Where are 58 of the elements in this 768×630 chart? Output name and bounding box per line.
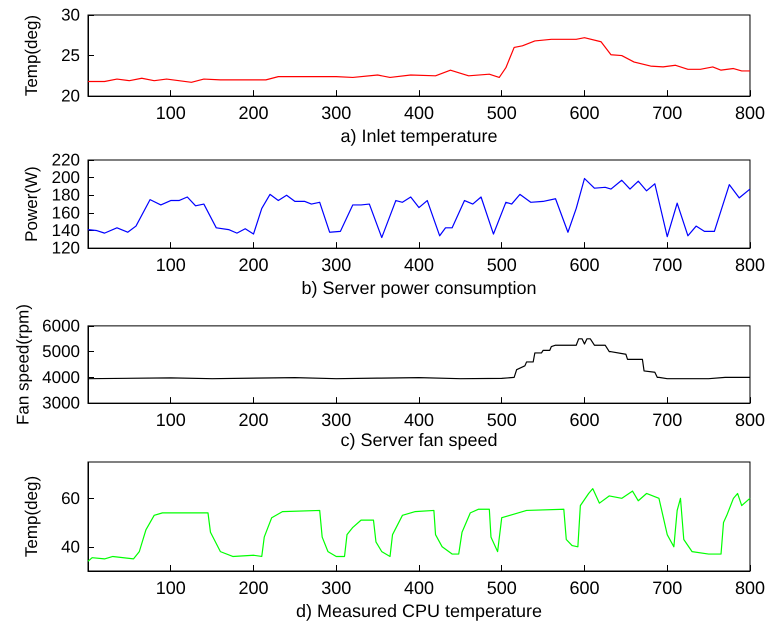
x-tick-label: 500	[486, 410, 517, 430]
y-axis-title: Power(W)	[22, 166, 41, 242]
y-tick-label: 4000	[42, 368, 80, 387]
y-tick-label: 160	[52, 203, 80, 222]
x-axis-title: a) Inlet temperature	[340, 126, 498, 146]
x-tick-label: 200	[238, 410, 269, 430]
x-tick-label: 100	[156, 103, 186, 124]
y-tick-label: 120	[52, 238, 80, 258]
x-tick-label: 200	[238, 103, 269, 124]
x-tick-label: 600	[569, 103, 600, 124]
y-tick-label: 6000	[42, 316, 80, 336]
y-axis-title: Fan speed(rpm)	[13, 304, 32, 425]
x-tick-label: 200	[238, 255, 269, 276]
x-tick-label: 300	[321, 578, 352, 598]
line-series	[87, 37, 751, 83]
x-tick-label: 800	[734, 103, 766, 124]
x-tick-label: 300	[321, 410, 352, 430]
x-tick-label: 700	[652, 410, 682, 430]
x-tick-label: 600	[569, 255, 600, 276]
x-tick-label: 800	[734, 255, 766, 276]
x-tick-label: 100	[156, 578, 186, 598]
y-axis-title: Temp(deg)	[22, 14, 41, 96]
x-tick-label: 800	[734, 410, 766, 430]
x-axis-title: c) Server fan speed	[340, 430, 498, 450]
x-tick-label: 500	[486, 103, 517, 124]
line-series	[87, 488, 751, 562]
x-tick-label: 600	[569, 410, 600, 430]
x-tick-label: 400	[404, 255, 434, 276]
x-tick-label: 300	[321, 103, 352, 124]
x-axis-title: d) Measured CPU temperature	[296, 600, 542, 621]
x-tick-label: 400	[404, 578, 434, 598]
y-tick-label: 30	[61, 6, 80, 24]
x-tick-label: 100	[156, 410, 186, 430]
x-tick-label: 700	[652, 578, 682, 598]
y-axis-title: Temp(deg)	[22, 476, 41, 558]
y-tick-label: 220	[52, 150, 80, 170]
y-tick-label: 200	[52, 168, 80, 188]
y-tick-label: 180	[52, 186, 80, 205]
x-axis-title: b) Server power consumption	[301, 278, 537, 298]
y-tick-label: 140	[52, 220, 80, 240]
x-tick-label: 600	[569, 578, 600, 598]
x-tick-label: 500	[486, 578, 517, 598]
x-tick-label: 700	[652, 255, 682, 276]
x-tick-label: 400	[404, 103, 434, 124]
y-tick-label: 60	[61, 488, 80, 508]
x-tick-label: 700	[652, 103, 682, 124]
x-tick-label: 200	[238, 578, 269, 598]
x-tick-label: 500	[486, 255, 517, 276]
y-tick-label: 3000	[42, 394, 80, 413]
y-tick-label: 40	[61, 537, 80, 556]
y-tick-label: 5000	[42, 342, 80, 362]
line-series	[87, 178, 751, 238]
x-tick-label: 400	[404, 410, 434, 430]
x-tick-label: 100	[156, 255, 186, 276]
y-tick-label: 25	[61, 46, 80, 66]
x-tick-label: 800	[734, 578, 766, 598]
y-tick-label: 20	[61, 86, 80, 106]
x-tick-label: 300	[321, 255, 352, 276]
